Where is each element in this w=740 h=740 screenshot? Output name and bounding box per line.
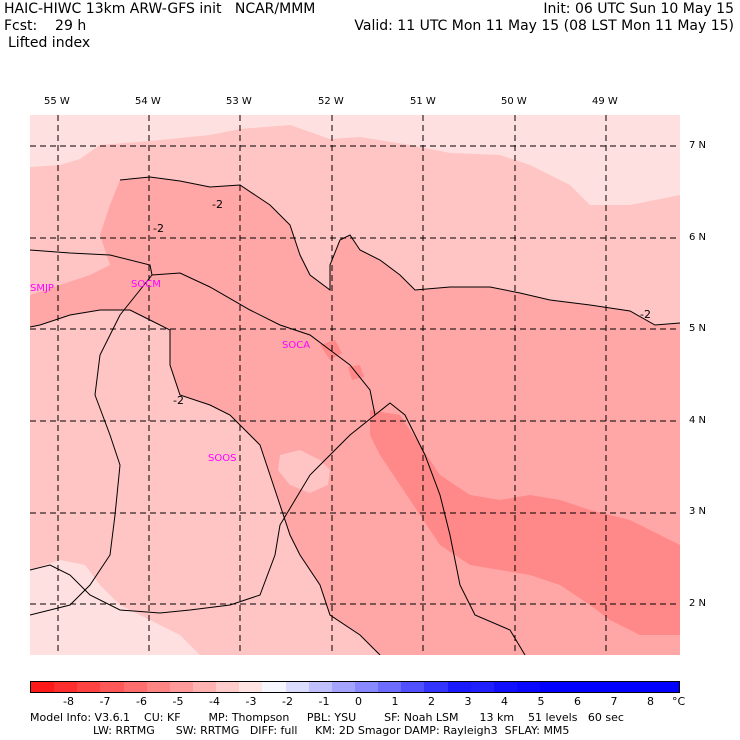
colorbar-tick-label: -5 (172, 695, 184, 708)
colorbar-cell (540, 682, 564, 692)
border-line (30, 274, 153, 616)
colorbar-cell (609, 682, 634, 692)
lon-label: 51 W (410, 96, 436, 107)
colorbar-cell (493, 682, 518, 692)
contour-line (119, 176, 680, 326)
colorbar-tick-label: 6 (574, 695, 581, 708)
colorbar-cell (655, 682, 680, 692)
lifted-index-map: -2 -2 -2 -2 (30, 115, 680, 655)
lon-label: 54 W (135, 96, 161, 107)
station-label: SOCA (282, 340, 311, 351)
valid-time: Valid: 11 UTC Mon 11 May 15 (08 LST Mon … (354, 18, 734, 34)
colorbar-tick-label: 3 (464, 695, 472, 708)
colorbar-tick-label: 5 (537, 695, 545, 708)
contour-label: -2 (640, 308, 651, 321)
colorbar-cell (123, 682, 148, 692)
header-title: HAIC-HIWC 13km ARW-GFS init NCAR/MMM (4, 1, 316, 17)
contour-label: -2 (212, 198, 223, 211)
init-time: Init: 06 UTC Sun 10 May 15 (543, 1, 734, 17)
model-info-line1: Model Info: V3.6.1 CU: KF MP: Thompson P… (30, 711, 624, 724)
colorbar-cell (146, 682, 171, 692)
lon-label: 55 W (44, 96, 70, 107)
colorbar (30, 681, 680, 693)
contour-label: -2 (153, 222, 164, 235)
colorbar-cell (470, 682, 495, 692)
colorbar-tick-label: -8 (63, 695, 74, 708)
colorbar-cell (563, 682, 587, 692)
lat-label: 4 N (689, 415, 707, 426)
colorbar-cell (285, 682, 310, 692)
colorbar-tick-label: °C (672, 695, 686, 708)
light-shade-region (30, 115, 680, 205)
colorbar-cell (193, 682, 217, 692)
colorbar-tick-label: 1 (391, 695, 399, 708)
colorbar-cell (355, 682, 379, 692)
forecast-hour: Fcst: 29 h (4, 18, 87, 34)
colorbar-cell (331, 682, 356, 692)
colorbar-cell (586, 682, 611, 692)
colorbar-cell (54, 682, 78, 692)
colorbar-cell (447, 682, 472, 692)
station-label: SOCM (131, 279, 161, 290)
lon-label: 49 W (592, 96, 618, 107)
field-name: Lifted index (8, 35, 91, 51)
lat-label: 6 N (689, 232, 707, 243)
lat-label: 3 N (689, 506, 707, 517)
border-line (30, 414, 376, 614)
colorbar-tick-label: -3 (245, 695, 257, 708)
lat-label: 5 N (689, 323, 707, 334)
colorbar-tick-label: -7 (99, 695, 111, 708)
colorbar-cell (401, 682, 425, 692)
lat-label: 2 N (689, 598, 707, 609)
contour-label: -2 (173, 394, 184, 407)
station-label: SOOS (208, 453, 237, 464)
colorbar-tick-label: 8 (647, 695, 654, 708)
light-shade-region (278, 450, 330, 493)
colorbar-tick-label: -1 (318, 695, 330, 708)
colorbar-tick-label: -6 (136, 695, 147, 708)
colorbar-cell (169, 682, 194, 692)
colorbar-cell (308, 682, 333, 692)
model-info-line2: LW: RRTMG SW: RRTMG DIFF: full KM: 2D Sm… (30, 724, 570, 737)
colorbar-cell (77, 682, 101, 692)
dark-shade-region (370, 410, 680, 635)
colorbar-tick-label: -4 (209, 695, 220, 708)
lon-label: 52 W (318, 96, 344, 107)
colorbar-cell (517, 682, 541, 692)
colorbar-tick-label: -2 (282, 695, 293, 708)
coastline (30, 249, 153, 276)
lat-lon-grid (30, 115, 680, 655)
colorbar-cell (216, 682, 240, 692)
colorbar-tick-label: 2 (428, 695, 435, 708)
colorbar-tick-label: 0 (355, 695, 362, 708)
colorbar-cell (378, 682, 402, 692)
colorbar-cell (262, 682, 287, 692)
lat-label: 7 N (689, 140, 707, 151)
colorbar-cell (100, 682, 125, 692)
colorbar-cell (632, 682, 657, 692)
colorbar-tick-label: 4 (501, 695, 508, 708)
colorbar-cell (31, 682, 55, 692)
colorbar-cell (424, 682, 449, 692)
colorbar-tick-label: 7 (610, 695, 618, 708)
station-label: SMJP (30, 283, 54, 294)
lon-label: 53 W (226, 96, 252, 107)
colorbar-cell (239, 682, 263, 692)
contour-line (30, 309, 381, 655)
lon-label: 50 W (501, 96, 527, 107)
